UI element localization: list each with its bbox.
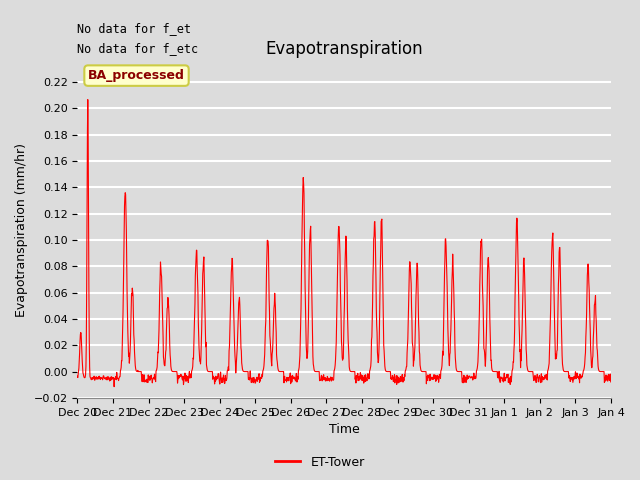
Text: No data for f_etc: No data for f_etc <box>77 42 198 55</box>
Title: Evapotranspiration: Evapotranspiration <box>266 40 423 58</box>
X-axis label: Time: Time <box>329 423 360 436</box>
Text: BA_processed: BA_processed <box>88 69 185 82</box>
Legend: ET-Tower: ET-Tower <box>270 451 370 474</box>
Y-axis label: Evapotranspiration (mm/hr): Evapotranspiration (mm/hr) <box>15 143 28 317</box>
Text: No data for f_et: No data for f_et <box>77 22 191 35</box>
